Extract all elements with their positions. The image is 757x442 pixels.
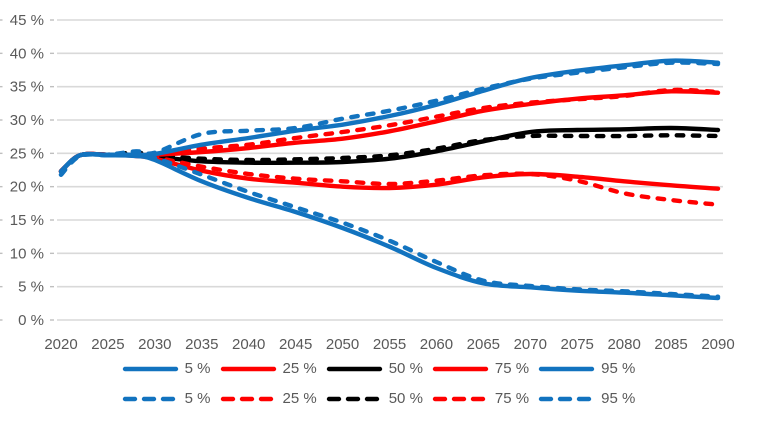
legend-item-label: 95 % xyxy=(601,360,636,377)
series-line-25pct-dashed xyxy=(58,151,721,207)
legend-item-95pct-solid: 95 % xyxy=(538,360,635,377)
legend-line-swatch-icon xyxy=(220,396,276,401)
legend-line-swatch-icon xyxy=(122,396,178,401)
x-axis-tick-label: 2090 xyxy=(701,336,734,353)
y-axis-tick-label: 45 % xyxy=(10,12,44,29)
x-axis-tick-label: 2020 xyxy=(44,336,77,353)
legend-item-5pct-solid: 5 % xyxy=(122,360,211,377)
legend-line-swatch-icon xyxy=(538,366,595,371)
series-line-95pct-dashed xyxy=(58,60,721,177)
legend-item-50pct-solid: 50 % xyxy=(326,360,423,377)
series-line-5pct-solid xyxy=(58,151,721,301)
legend-item-25pct-dashed: 25 % xyxy=(220,390,317,407)
legend-item-25pct-solid: 25 % xyxy=(220,360,317,377)
y-axis-tick-label: 20 % xyxy=(10,179,44,196)
y-axis-tick-label: 5 % xyxy=(18,279,44,296)
legend-item-75pct-dashed: 75 % xyxy=(432,390,529,407)
x-axis-tick-label: 2025 xyxy=(91,336,124,353)
x-axis-tick-label: 2040 xyxy=(232,336,265,353)
legend-item-label: 25 % xyxy=(282,390,317,407)
legend-item-label: 95 % xyxy=(601,390,636,407)
legend-line-swatch-icon xyxy=(432,366,489,371)
legend-line-swatch-icon xyxy=(326,396,382,401)
legend-item-label: 25 % xyxy=(282,360,317,377)
x-axis-tick-label: 2035 xyxy=(185,336,218,353)
legend-item-75pct-solid: 75 % xyxy=(432,360,529,377)
y-axis-tick-label: 25 % xyxy=(10,145,44,162)
x-axis-tick-label: 2065 xyxy=(467,336,500,353)
series-line-75pct-dashed xyxy=(58,87,721,174)
legend-item-label: 50 % xyxy=(388,360,423,377)
series-line-50pct-dashed xyxy=(58,133,721,174)
x-axis-tick-label: 2045 xyxy=(279,336,312,353)
y-axis-tick-label: 30 % xyxy=(10,112,44,129)
x-axis-tick-label: 2080 xyxy=(607,336,640,353)
y-axis-tick-label: 35 % xyxy=(10,79,44,96)
y-axis-tick-label: 15 % xyxy=(10,212,44,229)
legend-line-swatch-icon xyxy=(538,396,595,401)
legend-line-swatch-icon xyxy=(220,366,276,371)
legend-line-swatch-icon xyxy=(432,396,489,401)
legend-item-95pct-dashed: 95 % xyxy=(538,390,635,407)
x-axis-tick-label: 2050 xyxy=(326,336,359,353)
legend-item-label: 75 % xyxy=(494,360,530,377)
x-axis-tick-label: 2085 xyxy=(654,336,687,353)
y-axis-tick-label: 40 % xyxy=(10,45,44,62)
y-axis-tick-label: 0 % xyxy=(18,312,44,329)
legend-line-swatch-icon xyxy=(326,366,382,371)
legend-row-solid: 5 % 25 % 50 % 75 % 95 % xyxy=(122,360,635,377)
chart-plot-area: 0 % 5 % 10 % 15 % 20 % 25 % 30 % 35 % 40 % 45 % 20… xyxy=(0,12,735,353)
legend-item-label: 5 % xyxy=(184,390,211,407)
x-axis-tick-label: 2060 xyxy=(420,336,453,353)
x-axis-tick-label: 2030 xyxy=(138,336,171,353)
y-axis-tick-label: 10 % xyxy=(10,245,44,262)
x-axis-tick-label: 2075 xyxy=(561,336,594,353)
legend-item-label: 5 % xyxy=(184,360,211,377)
legend-item-5pct-dashed: 5 % xyxy=(122,390,211,407)
chart-legend: 5 % 25 % 50 % 75 % 95 % 5 % 25 % 50 % 75 % 95 % xyxy=(0,360,757,407)
legend-item-50pct-dashed: 50 % xyxy=(326,390,423,407)
x-axis-tick-label: 2070 xyxy=(514,336,547,353)
legend-item-label: 50 % xyxy=(388,390,423,407)
series-line-5pct-dashed xyxy=(58,152,721,299)
x-axis-tick-label: 2055 xyxy=(373,336,406,353)
legend-row-dashed: 5 % 25 % 50 % 75 % 95 % xyxy=(122,390,635,407)
legend-item-label: 75 % xyxy=(494,390,530,407)
legend-line-swatch-icon xyxy=(122,366,178,371)
